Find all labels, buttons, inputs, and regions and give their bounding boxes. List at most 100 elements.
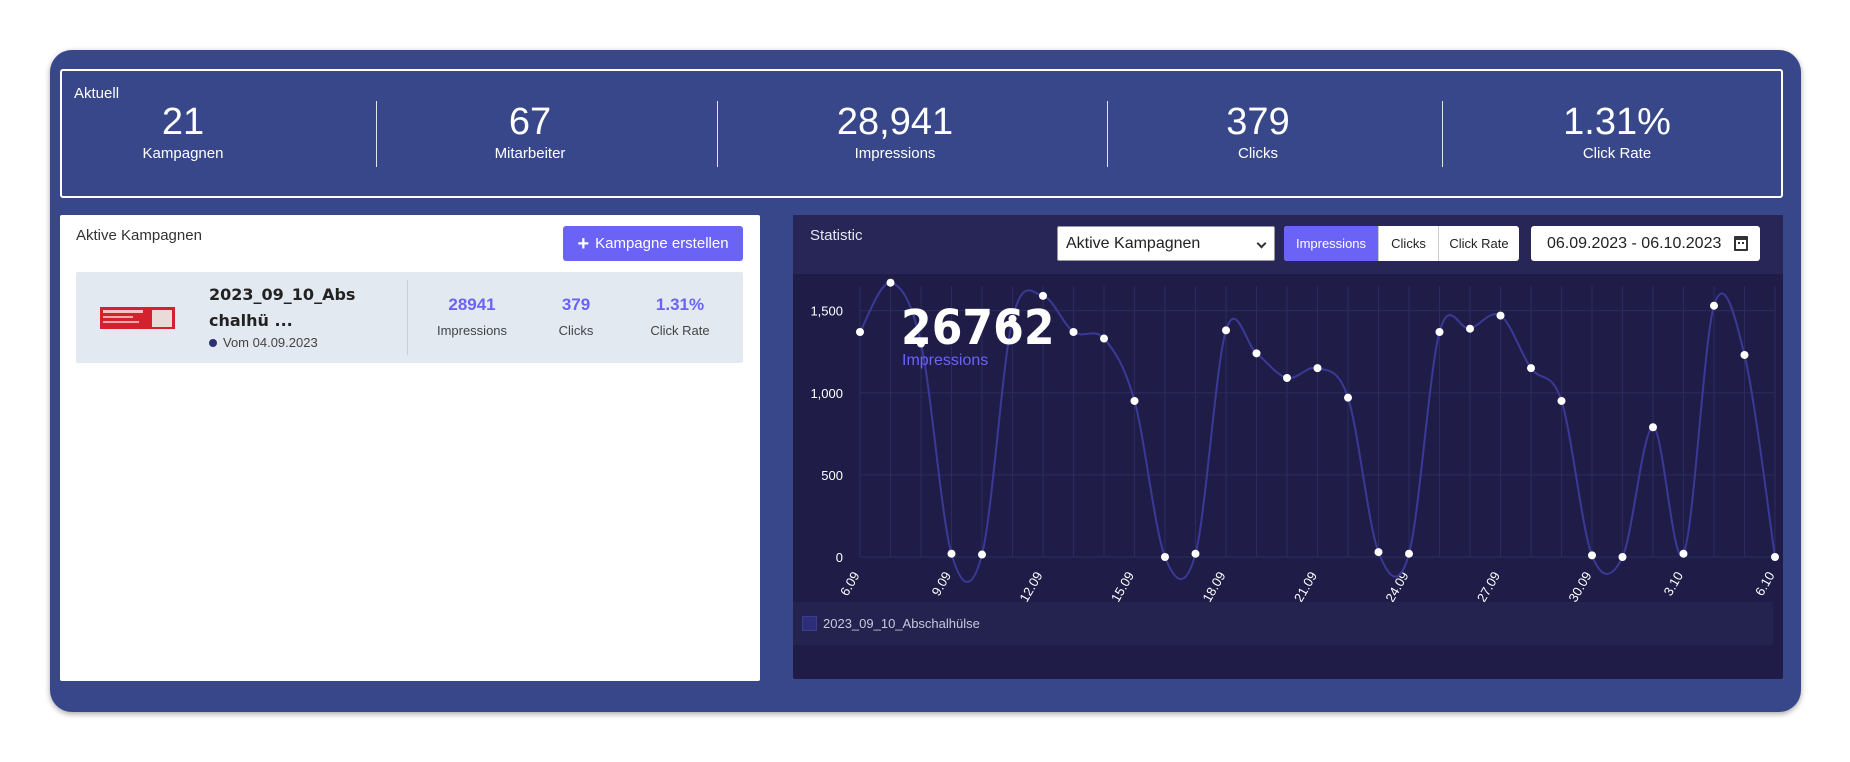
panel-title: Aktive Kampagnen (76, 227, 202, 244)
stat-kampagnen: 21 Kampagnen (103, 99, 263, 163)
data-point[interactable] (978, 550, 986, 559)
stat-label: Impressions (854, 145, 936, 162)
data-point[interactable] (1710, 301, 1718, 310)
x-tick-label: 30.09 (1565, 569, 1594, 602)
metric-label: Impressions (436, 323, 508, 338)
data-point[interactable] (1039, 291, 1047, 300)
data-point[interactable] (947, 549, 956, 558)
statistic-panel: Statistic Aktive Kampagnen Impressions C… (793, 215, 1783, 679)
campaign-select-value: Aktive Kampagnen (1066, 234, 1201, 252)
data-point[interactable] (856, 327, 864, 336)
stat-clicks: 379 Clicks (1178, 99, 1338, 163)
data-point[interactable] (1374, 548, 1383, 557)
tab-click-rate[interactable]: Click Rate (1449, 236, 1509, 251)
stat-value: 67 (508, 101, 552, 143)
legend-swatch[interactable] (802, 616, 817, 631)
stat-divider (1107, 101, 1108, 167)
data-point[interactable] (1740, 350, 1749, 359)
data-point[interactable] (1405, 549, 1413, 558)
data-point[interactable] (1435, 327, 1444, 336)
stat-label: Kampagnen (142, 145, 224, 162)
x-tick-label: 21.09 (1291, 569, 1320, 602)
data-point[interactable] (1527, 364, 1535, 373)
stat-divider (376, 101, 377, 167)
campaign-select[interactable]: Aktive Kampagnen (1057, 226, 1275, 261)
campaign-row[interactable]: 2023_09_10_Abschalhü ... Vom 04.09.2023 … (76, 272, 743, 363)
statistic-header: Statistic Aktive Kampagnen Impressions C… (793, 215, 1783, 274)
x-tick-label: 6.10 (1752, 569, 1778, 598)
x-tick-label: 12.09 (1016, 569, 1045, 602)
create-campaign-button[interactable]: + Kampagne erstellen (563, 226, 743, 261)
y-tick-label: 1,000 (810, 386, 843, 401)
data-point[interactable] (1130, 396, 1139, 405)
stat-label: Click Rate (1582, 145, 1652, 162)
y-tick-label: 0 (836, 550, 843, 565)
data-point[interactable] (1008, 314, 1017, 323)
y-tick-label: 500 (821, 468, 843, 483)
stat-mitarbeiter: 67 Mitarbeiter (450, 99, 610, 163)
stat-divider (1442, 101, 1443, 167)
data-point[interactable] (1344, 393, 1352, 402)
data-point[interactable] (1283, 373, 1291, 382)
dashboard-frame: Aktuell 21 Kampagnen 67 Mitarbeiter 28,9… (50, 50, 1801, 712)
stat-impressions: 28,941 Impressions (815, 99, 975, 163)
data-point[interactable] (1618, 553, 1627, 561)
tooltip-value: 26762 (901, 299, 1055, 355)
chart-legend: 2023_09_10_Abschalhülse (793, 602, 1773, 645)
x-tick-label: 6.09 (837, 569, 863, 598)
data-point[interactable] (1679, 549, 1688, 558)
tab-impressions[interactable]: Impressions (1284, 226, 1379, 261)
x-tick-label: 24.09 (1382, 569, 1411, 602)
stat-value: 379 (1226, 101, 1290, 143)
data-point[interactable] (1161, 553, 1169, 561)
data-point[interactable] (1222, 326, 1230, 335)
tooltip-label: Impressions (902, 352, 988, 369)
x-tick-label: 27.09 (1474, 569, 1503, 602)
plus-icon: + (577, 232, 590, 255)
calendar-icon (1734, 236, 1748, 251)
stat-label: Clicks (1238, 145, 1278, 162)
x-tick-label: 3.10 (1660, 569, 1686, 598)
data-point[interactable] (1100, 334, 1108, 343)
stat-label: Mitarbeiter (494, 145, 566, 162)
data-point[interactable] (1191, 549, 1200, 558)
campaign-date-text: Vom 04.09.2023 (223, 335, 318, 350)
stat-divider (717, 101, 718, 167)
tab-clicks[interactable]: Clicks (1379, 226, 1439, 261)
y-tick-label: 1,500 (810, 304, 843, 319)
legend-label[interactable]: 2023_09_10_Abschalhülse (823, 616, 980, 631)
stat-value: 1.31% (1563, 101, 1671, 143)
summary-panel: Aktuell 21 Kampagnen 67 Mitarbeiter 28,9… (60, 69, 1783, 198)
data-point[interactable] (1557, 396, 1566, 405)
active-campaigns-panel: Aktive Kampagnen + Kampagne erstellen 20… (60, 215, 760, 681)
x-tick-label: 18.09 (1199, 569, 1228, 602)
impressions-chart: 0 500 1,000 1,500 6.09 9.09 12.09 15.09 18.09 21.… (810, 278, 1779, 602)
x-tick-label: 9.09 (928, 569, 954, 598)
data-point[interactable] (1649, 423, 1657, 432)
metric-label: Clicks (558, 323, 594, 338)
date-range-picker[interactable]: 06.09.2023 - 06.10.2023 (1531, 226, 1760, 261)
campaign-clicks: 379 Clicks (526, 294, 626, 338)
metric-value: 379 (561, 295, 591, 314)
data-point[interactable] (917, 339, 925, 348)
x-tick-label: 15.09 (1108, 569, 1137, 602)
data-point[interactable] (1771, 553, 1779, 561)
data-point[interactable] (1313, 364, 1322, 373)
summary-title: Aktuell (74, 85, 120, 102)
campaign-name: 2023_09_10_Abschalhü ... (209, 285, 356, 330)
campaign-impressions: 28941 Impressions (422, 294, 522, 338)
data-point[interactable] (1496, 311, 1505, 320)
stat-value: 21 (161, 101, 205, 143)
chevron-down-icon (1256, 238, 1267, 249)
campaign-click-rate: 1.31% Click Rate (630, 294, 730, 338)
metric-label: Click Rate (650, 323, 710, 338)
data-point[interactable] (1588, 551, 1596, 560)
date-range-value: 06.09.2023 - 06.10.2023 (1547, 234, 1722, 252)
data-point[interactable] (1466, 324, 1474, 333)
data-point[interactable] (886, 278, 895, 287)
create-campaign-label: Kampagne erstellen (595, 235, 729, 252)
stat-value: 28,941 (836, 101, 954, 143)
data-point[interactable] (1069, 327, 1078, 336)
data-point[interactable] (1252, 349, 1261, 358)
metric-value: 28941 (448, 295, 496, 314)
